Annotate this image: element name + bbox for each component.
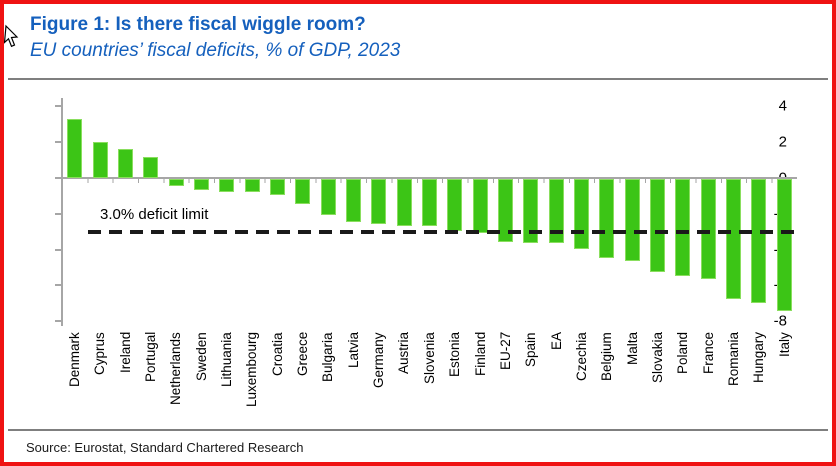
bar-croatia [269, 179, 285, 196]
bar-cyprus [92, 142, 108, 178]
source-note: Source: Eurostat, Standard Chartered Res… [26, 440, 304, 455]
x-axis-label-austria: Austria [396, 332, 412, 375]
bar-spain [523, 179, 539, 244]
x-axis-label-hungary: Hungary [751, 332, 767, 384]
bar-austria [396, 179, 412, 226]
x-axis-label-eu-27: EU-27 [497, 332, 513, 371]
y-axis-tick [55, 320, 62, 323]
bar-france [700, 179, 716, 280]
x-axis-label-spain: Spain [523, 332, 539, 367]
x-axis-label-netherlands: Netherlands [168, 332, 184, 405]
y-axis-line [61, 98, 63, 326]
bar-bulgaria [320, 179, 336, 215]
bar-finland [472, 179, 488, 233]
y-axis-tick-label: 4 [778, 97, 787, 115]
y-axis-tick-label: 2 [778, 133, 787, 151]
x-axis-label-germany: Germany [371, 332, 387, 388]
x-axis-label-italy: Italy [776, 332, 792, 357]
x-axis-label-croatia: Croatia [269, 332, 285, 376]
x-axis-label-ireland: Ireland [117, 332, 133, 374]
bar-sweden [193, 179, 209, 190]
footer-divider [8, 429, 828, 431]
bar-hungary [751, 179, 767, 303]
bar-ireland [117, 149, 133, 178]
bar-lithuania [219, 179, 235, 192]
figure-title: Figure 1: Is there fiscal wiggle room? [30, 14, 366, 35]
x-axis-label-sweden: Sweden [193, 332, 209, 381]
bar-czechia [574, 179, 590, 249]
x-axis-label-estonia: Estonia [447, 332, 463, 378]
bar-latvia [345, 179, 361, 222]
x-axis-label-poland: Poland [675, 332, 691, 375]
x-axis-label-bulgaria: Bulgaria [320, 332, 336, 382]
bar-chart-plot-area: 420-2-4-6-83.0% deficit limit [55, 97, 797, 330]
bar-poland [675, 179, 691, 276]
x-axis-label-luxembourg: Luxembourg [244, 332, 260, 408]
y-axis-tick [55, 212, 62, 215]
x-axis-label-lithuania: Lithuania [219, 332, 235, 387]
figure-subtitle: EU countries’ fiscal deficits, % of GDP,… [30, 40, 401, 61]
y-axis-tick [55, 248, 62, 251]
bar-greece [295, 179, 311, 205]
deficit-limit-line [88, 229, 794, 234]
deficit-limit-label: 3.0% deficit limit [100, 205, 209, 223]
bar-estonia [447, 179, 463, 231]
bar-germany [371, 179, 387, 224]
x-axis-label-cyprus: Cyprus [92, 332, 108, 375]
bar-denmark [67, 118, 83, 178]
bar-portugal [143, 156, 159, 178]
y-axis-tick [55, 105, 62, 108]
x-axis-label-malta: Malta [624, 332, 640, 366]
x-axis-label-finland: Finland [472, 332, 488, 377]
x-axis-label-portugal: Portugal [143, 332, 159, 383]
figure-header: Figure 1: Is there fiscal wiggle room? E… [30, 12, 400, 64]
x-axis-labels: Denmark Cyprus Ireland Portugal Netherlands S… [62, 332, 797, 432]
x-axis-label-romania: Romania [725, 332, 741, 387]
x-axis-label-latvia: Latvia [345, 332, 361, 369]
y-axis-tick [55, 141, 62, 144]
x-axis-label-denmark: Denmark [67, 332, 82, 387]
bar-malta [624, 179, 640, 262]
bar-slovakia [650, 179, 666, 273]
x-axis-label-czechia: Czechia [573, 332, 589, 381]
bar-luxembourg [244, 179, 260, 192]
header-divider [8, 78, 828, 80]
mouse-cursor-icon [4, 24, 19, 48]
y-axis-tick [55, 177, 62, 179]
x-axis-label-slovakia: Slovakia [649, 332, 665, 384]
bar-slovenia [422, 179, 437, 226]
bar-belgium [599, 179, 615, 258]
zero-baseline [62, 177, 797, 179]
bar-romania [726, 179, 742, 299]
bar-netherlands [168, 179, 184, 187]
bar-ea [548, 179, 564, 244]
x-axis-label-slovenia: Slovenia [421, 332, 437, 384]
bar-eu-27 [498, 179, 514, 242]
y-axis-tick [55, 284, 62, 287]
y-axis-tick-label: -8 [773, 312, 787, 330]
x-axis-label-france: France [700, 332, 716, 375]
x-axis-label-belgium: Belgium [599, 332, 615, 381]
x-axis-label-greece: Greece [295, 332, 311, 377]
x-axis-label-ea: EA [548, 332, 564, 351]
bar-italy [776, 179, 792, 312]
